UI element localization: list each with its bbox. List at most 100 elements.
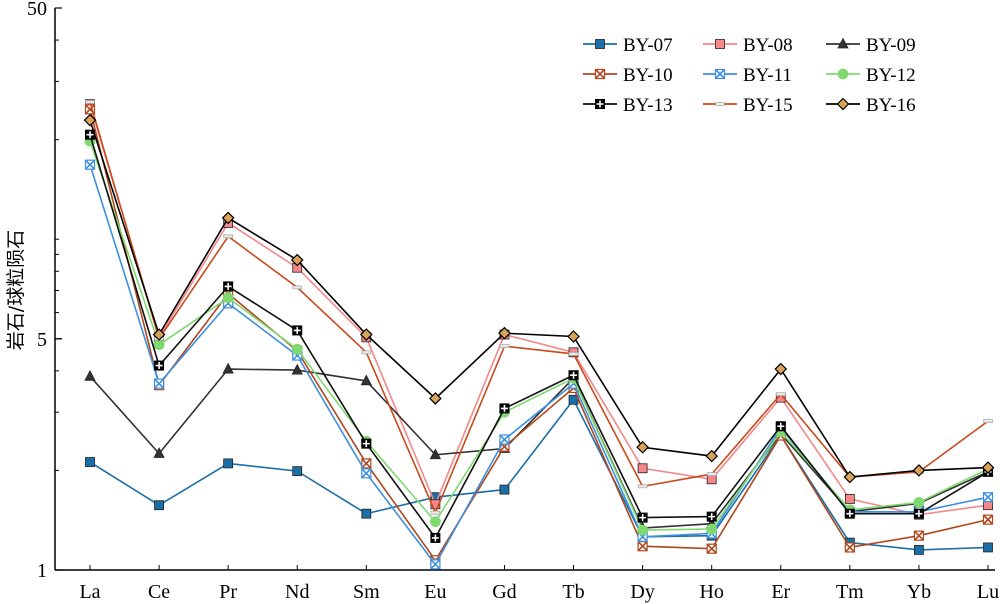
legend-marker-by-10	[594, 68, 606, 80]
point-by-07	[292, 466, 303, 477]
point-by-09	[360, 374, 372, 386]
point-by-07	[983, 542, 993, 553]
series-by-07	[85, 394, 993, 555]
legend-item-by-12: BY-12	[826, 65, 916, 86]
point-by-16	[359, 328, 373, 341]
legend-label: BY-10	[623, 65, 673, 86]
legend-label: BY-07	[623, 35, 673, 56]
x-tick-label: Er	[771, 581, 790, 603]
legend-item-by-09: BY-09	[826, 35, 916, 56]
legend-item-by-11: BY-11	[703, 65, 792, 86]
point-by-15	[568, 352, 579, 356]
point-by-13	[637, 512, 648, 523]
legend-item-by-10: BY-10	[583, 65, 673, 86]
x-tick-label: Tm	[836, 581, 864, 603]
point-by-10	[637, 541, 648, 552]
x-tick-label: Sm	[353, 581, 380, 603]
series-layer	[83, 99, 995, 570]
x-tick-label: Ho	[699, 581, 723, 603]
legend-marker-by-15	[715, 102, 725, 106]
point-by-11	[430, 559, 441, 570]
point-by-11	[153, 378, 165, 389]
point-by-08	[637, 463, 648, 474]
axes: 1 5 50 La Ce Pr Nd Sm Eu Gd Tb Dy Ho Er Tm Yb Lu	[27, 0, 999, 603]
y-tick-label: 50	[27, 0, 47, 20]
legend-item-by-15: BY-15	[703, 95, 793, 116]
legend-label: BY-15	[743, 95, 793, 116]
legend-label: BY-13	[623, 95, 673, 116]
series-by-11	[84, 159, 994, 570]
point-by-12	[429, 516, 441, 528]
series-by-09	[84, 362, 994, 533]
point-by-15	[361, 350, 372, 355]
x-tick-label: Nd	[285, 581, 309, 603]
point-by-16	[705, 449, 719, 463]
x-tick-label: Gd	[492, 581, 516, 603]
point-by-15	[775, 392, 786, 396]
legend-marker-by-11	[714, 68, 726, 80]
point-by-13	[292, 325, 303, 336]
point-by-15	[983, 419, 993, 423]
point-by-07	[499, 484, 510, 495]
series-line-by-16	[89, 119, 989, 478]
legend-marker-by-09	[837, 37, 849, 49]
point-by-09	[153, 447, 165, 458]
point-by-13	[430, 532, 441, 543]
y-axis-label: 岩石/球粒陨石	[5, 230, 27, 350]
point-by-13	[568, 370, 579, 381]
legend-marker-by-16	[836, 97, 850, 111]
legend-marker-by-08	[715, 39, 725, 49]
point-by-16	[83, 113, 97, 127]
point-by-10	[982, 514, 994, 525]
legend-marker-by-07	[595, 39, 605, 49]
point-by-13	[844, 508, 855, 519]
point-by-10	[706, 543, 717, 554]
series-line-by-13	[89, 134, 989, 540]
legend-label: BY-11	[743, 65, 792, 86]
point-by-16	[152, 328, 166, 341]
point-by-09	[84, 369, 96, 381]
point-by-11	[84, 159, 96, 170]
point-by-16	[221, 211, 235, 225]
point-by-13	[85, 129, 95, 140]
point-by-13	[154, 360, 165, 371]
series-by-15	[85, 100, 993, 515]
legend-marker-by-13	[595, 99, 605, 109]
point-by-16	[774, 362, 788, 376]
x-tick-label: Eu	[424, 581, 446, 603]
point-by-13	[706, 511, 717, 522]
legend-item-by-13: BY-13	[583, 95, 673, 116]
point-by-11	[499, 434, 510, 445]
point-by-09	[222, 362, 234, 374]
point-by-08	[844, 494, 855, 504]
legend: BY-07 BY-08 BY-09 BY-10 BY-11 BY-12 BY-13 BY-15…	[583, 35, 916, 116]
x-tick-label: Tb	[562, 581, 584, 603]
point-by-12	[913, 497, 925, 508]
x-tick-label: Lu	[977, 581, 999, 603]
legend-item-by-08: BY-08	[703, 35, 793, 56]
x-tick-label: La	[79, 581, 100, 603]
y-tick-label: 5	[37, 329, 47, 351]
x-tick-label: Ce	[148, 581, 170, 603]
point-by-16	[429, 392, 442, 405]
legend-marker-by-12	[837, 68, 849, 80]
point-by-13	[361, 438, 372, 449]
x-tick-label: Yb	[907, 581, 931, 603]
point-by-13	[913, 508, 924, 519]
point-by-15	[292, 285, 303, 290]
point-by-15	[430, 510, 441, 515]
series-line-by-12	[89, 140, 989, 531]
point-by-15	[637, 484, 648, 489]
point-by-12	[153, 339, 165, 351]
series-line-by-07	[89, 398, 989, 551]
point-by-07	[154, 500, 164, 511]
x-tick-label: Dy	[630, 581, 654, 603]
series-line-by-08	[89, 103, 989, 516]
point-by-16	[498, 326, 511, 340]
point-by-10	[84, 104, 96, 115]
point-by-15	[85, 100, 95, 104]
point-by-16	[981, 461, 995, 474]
series-line-by-10	[89, 109, 989, 562]
legend-item-by-16: BY-16	[826, 95, 916, 116]
point-by-13	[223, 281, 234, 292]
